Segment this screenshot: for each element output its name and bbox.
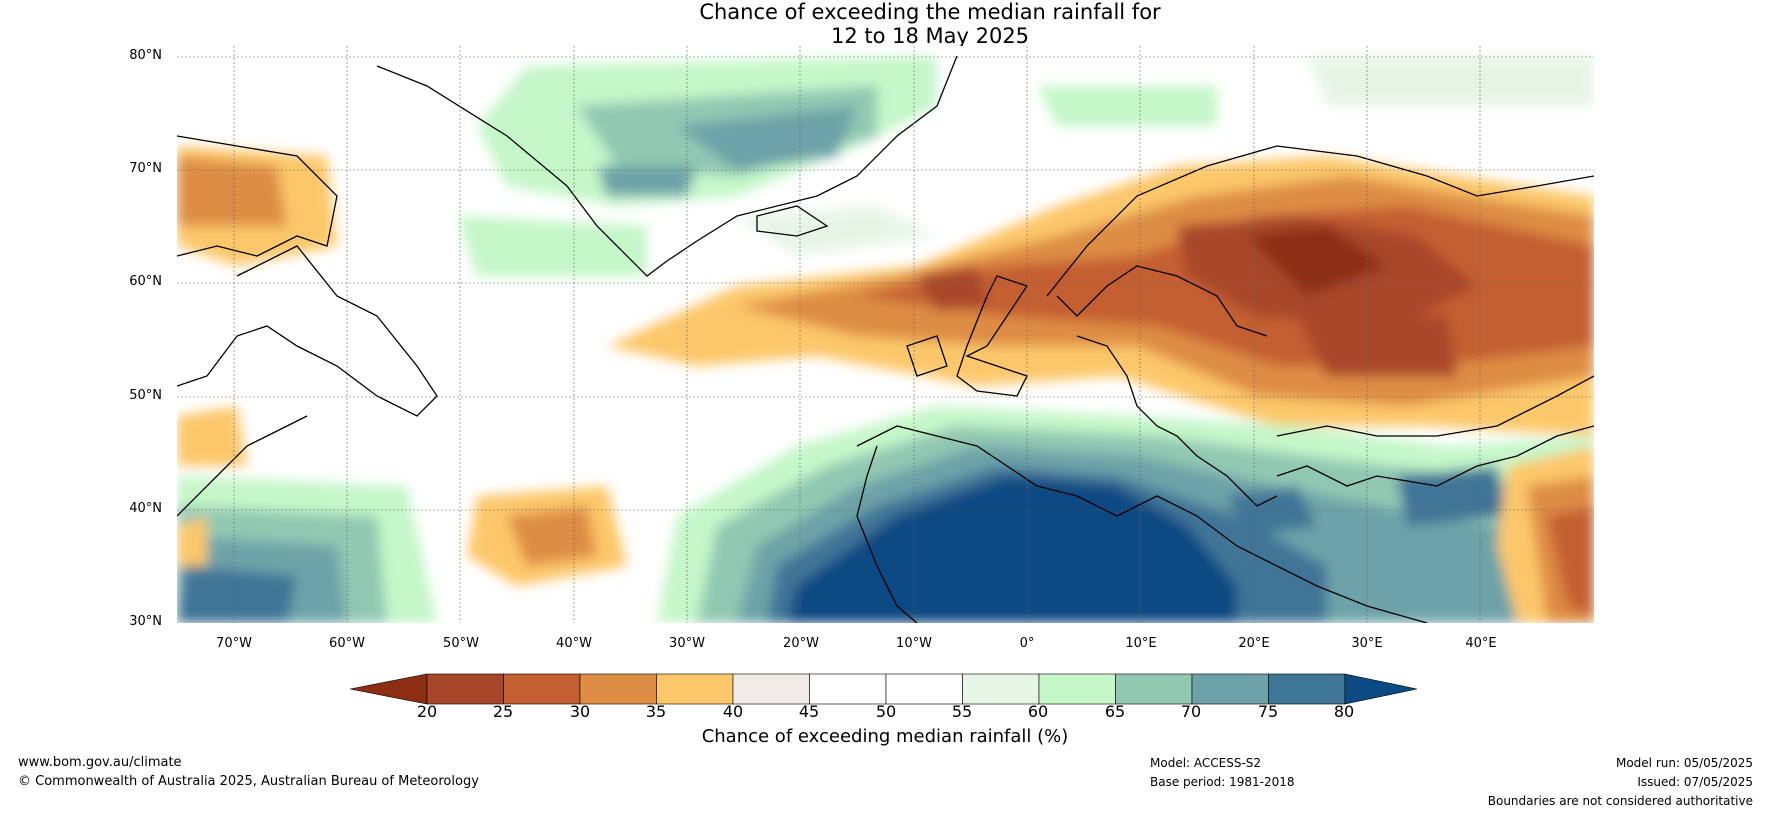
colorbar-segment-75-80 — [1268, 673, 1346, 705]
colorbar-tick-35: 35 — [645, 702, 667, 721]
colorbar-segment-50-55 — [885, 673, 963, 705]
colorbar-segments — [350, 673, 1418, 705]
lon-label-40w: 40°W — [556, 636, 592, 651]
colorbar-segment-25-30 — [503, 673, 581, 705]
lat-label-30n: 30°N — [129, 614, 162, 629]
colorbar-title: Chance of exceeding median rainfall (%) — [701, 726, 1069, 747]
colorbar-segment-35-40 — [656, 673, 734, 705]
colorbar-segment-30-35 — [579, 673, 657, 705]
graticule — [177, 46, 1594, 623]
colorbar-low-extension — [350, 673, 428, 705]
lat-label-40n: 40°N — [129, 501, 162, 516]
colorbar-segment-70-75 — [1191, 673, 1269, 705]
lon-label-20e: 20°E — [1238, 636, 1270, 651]
footer-issued: Issued: 07/05/2025 — [1637, 775, 1753, 789]
lon-label-30w: 30°W — [669, 636, 705, 651]
lon-label-10e: 10°E — [1125, 636, 1157, 651]
footer-copyright: © Commonwealth of Australia 2025, Austra… — [18, 774, 479, 789]
colorbar-tick-70: 70 — [1180, 702, 1202, 721]
lon-label-40e: 40°E — [1465, 636, 1497, 651]
colorbar-tick-40: 40 — [722, 702, 744, 721]
footer-model-run: Model run: 05/05/2025 — [1615, 756, 1753, 770]
colorbar-tick-55: 55 — [951, 702, 973, 721]
colorbar-tick-45: 45 — [798, 702, 820, 721]
lat-label-50n: 50°N — [129, 388, 162, 403]
lon-label-60w: 60°W — [329, 636, 365, 651]
colorbar-segment-65-70 — [1115, 673, 1193, 705]
colorbar-tick-60: 60 — [1027, 702, 1049, 721]
colorbar-segment-60-65 — [1038, 673, 1116, 705]
colorbar-tick-65: 65 — [1104, 702, 1126, 721]
lon-label-50w: 50°W — [443, 636, 479, 651]
footer-model: Model: ACCESS-S2 — [1150, 756, 1262, 770]
lat-label-70n: 70°N — [129, 161, 162, 176]
rainfall-shading — [177, 56, 1594, 623]
map-title: Chance of exceeding the median rainfall … — [0, 0, 1770, 48]
lon-label-0: 0° — [1019, 636, 1035, 651]
lat-label-60n: 60°N — [129, 274, 162, 289]
colorbar-tick-25: 25 — [492, 702, 514, 721]
colorbar — [350, 673, 1418, 705]
colorbar-segment-20-25 — [426, 673, 504, 705]
lat-label-80n: 80°N — [129, 48, 162, 63]
colorbar-tick-80: 80 — [1333, 702, 1355, 721]
lon-label-30e: 30°E — [1351, 636, 1383, 651]
footer-base-period: Base period: 1981-2018 — [1150, 775, 1295, 789]
coastlines — [177, 55, 1594, 623]
title-line-2: 12 to 18 May 2025 — [830, 24, 1030, 48]
rainfall-map — [177, 46, 1594, 623]
colorbar-tick-50: 50 — [875, 702, 897, 721]
colorbar-segment-45-50 — [809, 673, 887, 705]
colorbar-segment-55-60 — [962, 673, 1040, 705]
colorbar-segment-40-45 — [732, 673, 810, 705]
lon-label-10w: 10°W — [896, 636, 932, 651]
lon-label-20w: 20°W — [783, 636, 819, 651]
title-line-1: Chance of exceeding the median rainfall … — [699, 0, 1161, 24]
lon-label-70w: 70°W — [216, 636, 252, 651]
colorbar-tick-30: 30 — [569, 702, 591, 721]
colorbar-tick-20: 20 — [416, 702, 438, 721]
footer-url: www.bom.gov.au/climate — [18, 755, 182, 770]
footer-disclaimer: Boundaries are not considered authoritat… — [1487, 794, 1753, 808]
colorbar-tick-75: 75 — [1257, 702, 1279, 721]
colorbar-high-extension — [1344, 673, 1418, 705]
